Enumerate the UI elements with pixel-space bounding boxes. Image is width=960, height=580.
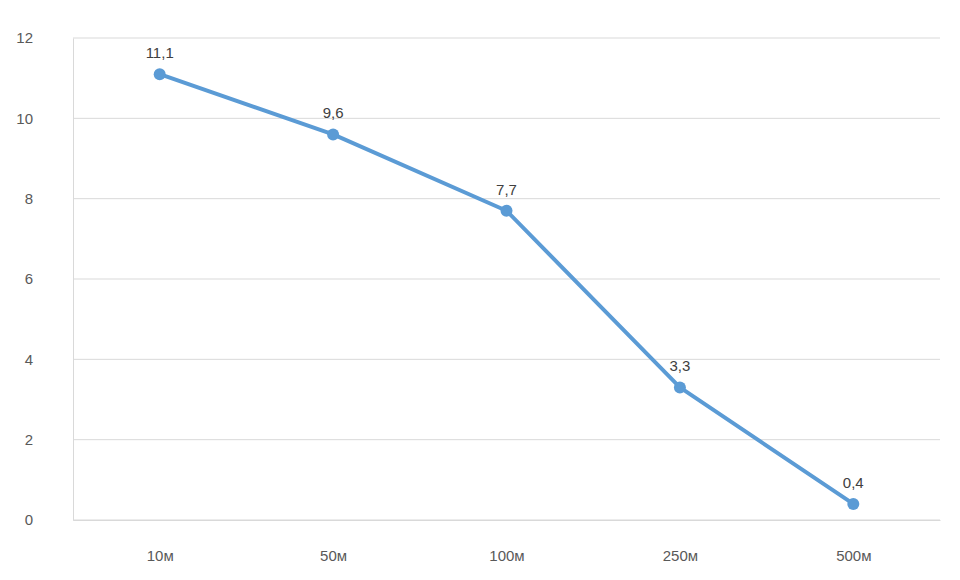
data-label: 0,4 bbox=[843, 474, 864, 491]
point-marker bbox=[847, 498, 859, 510]
x-tick: 250м bbox=[663, 520, 698, 564]
x-tick-label: 50м bbox=[320, 547, 347, 564]
x-tick: 100м bbox=[489, 520, 524, 564]
x-axis-line bbox=[74, 520, 941, 521]
y-tick: 6 bbox=[25, 270, 73, 287]
data-label: 7,7 bbox=[496, 181, 517, 198]
x-tick-label: 250м bbox=[663, 547, 698, 564]
x-tick: 50м bbox=[320, 520, 347, 564]
grid bbox=[73, 38, 940, 520]
x-tick-label: 100м bbox=[489, 547, 524, 564]
y-axis: 0 2 4 6 8 10 12 bbox=[16, 29, 73, 528]
series-line bbox=[160, 74, 854, 504]
y-tick: 8 bbox=[25, 190, 73, 207]
x-tick-label: 10м bbox=[147, 547, 174, 564]
y-tick-label: 12 bbox=[16, 29, 33, 46]
point-marker bbox=[674, 381, 686, 393]
y-tick: 2 bbox=[25, 431, 73, 448]
y-tick: 4 bbox=[25, 351, 73, 368]
grid-line bbox=[73, 198, 940, 199]
data-label: 11,1 bbox=[146, 44, 174, 61]
y-tick-label: 4 bbox=[25, 351, 33, 368]
y-tick-label: 6 bbox=[25, 270, 33, 287]
point-marker bbox=[154, 68, 166, 80]
grid-line bbox=[73, 279, 940, 280]
y-tick: 0 bbox=[25, 511, 73, 528]
y-tick: 12 bbox=[16, 29, 73, 46]
grid-line bbox=[73, 439, 940, 440]
x-axis: 10м 50м 100м 250м 500м bbox=[74, 520, 941, 564]
data-label: 9,6 bbox=[323, 104, 344, 121]
y-axis-line bbox=[73, 39, 74, 521]
chart-container: 0 2 4 6 8 10 12 10м 50м 100м 250м 500м 11,1 9,6 7,7 3,3… bbox=[0, 0, 960, 580]
grid-line bbox=[73, 118, 940, 119]
chart-svg: 0 2 4 6 8 10 12 10м 50м 100м 250м 500м 11,1 9,6 7,7 3,3… bbox=[0, 0, 960, 580]
data-label: 3,3 bbox=[669, 357, 690, 374]
point-marker bbox=[327, 128, 339, 140]
point-marker bbox=[501, 205, 513, 217]
grid-line bbox=[73, 359, 940, 360]
y-tick-label: 2 bbox=[25, 431, 33, 448]
grid-line bbox=[73, 38, 940, 39]
grid-line bbox=[73, 520, 940, 521]
x-tick-label: 500м bbox=[836, 547, 871, 564]
x-tick: 10м bbox=[147, 520, 174, 564]
x-tick: 500м bbox=[836, 520, 871, 564]
y-tick-label: 0 bbox=[25, 511, 33, 528]
y-tick-label: 8 bbox=[25, 190, 33, 207]
y-tick: 10 bbox=[16, 110, 73, 127]
data-labels: 11,1 9,6 7,7 3,3 0,4 bbox=[146, 44, 864, 491]
y-tick-label: 10 bbox=[16, 110, 33, 127]
plot-area bbox=[154, 68, 860, 510]
